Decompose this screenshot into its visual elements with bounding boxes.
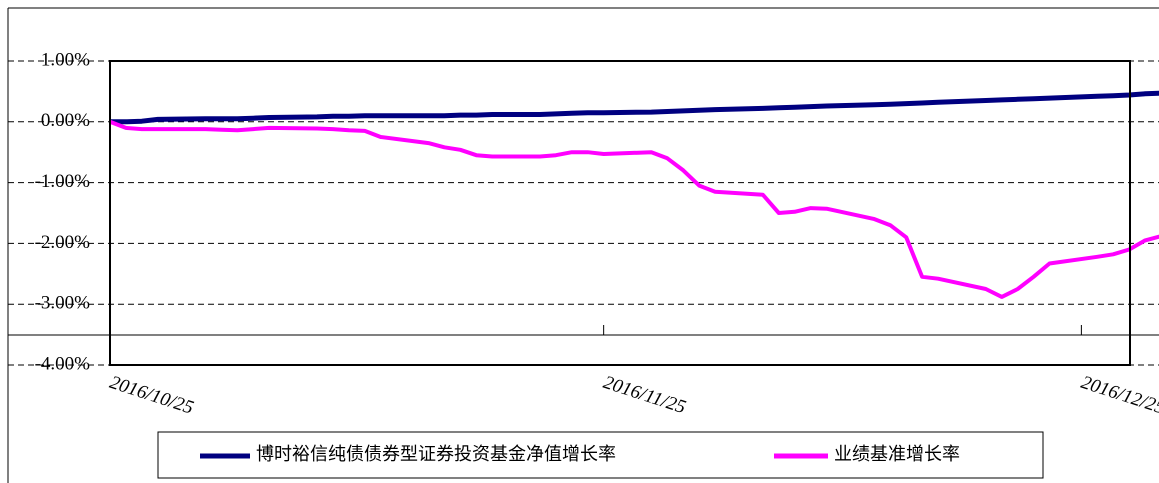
y-tick-label: -1.00% [35,171,91,192]
legend-label: 业绩基准增长率 [834,444,960,465]
plot-frame [109,60,1131,366]
labels: 1.00% 0.00% -1.00% -2.00% -3.00% -4.00% 2016/1… [35,49,1159,418]
y-tick-label: 0.00% [41,110,90,131]
legend [157,431,1044,479]
x-tick-label: 2016/11/25 [601,372,688,418]
x-tick-label: 2016/10/25 [107,372,196,419]
y-tick-label: -2.00% [35,232,91,253]
legend-label: 博时裕信纯债债券型证券投资基金净值增长率 [256,444,616,465]
series-line [109,119,1159,299]
series-line [110,90,1159,125]
y-tick-label: -4.00% [35,353,91,374]
lines [109,90,1159,299]
y-tick-label: -3.00% [35,293,91,314]
y-tick-label: 1.00% [41,49,90,70]
grid [8,60,1159,366]
x-tick-label: 2016/12/25 [1078,372,1159,419]
legend-items: 博时裕信纯债债券型证券投资基金净值增长率 业绩基准增长率 [200,444,960,465]
